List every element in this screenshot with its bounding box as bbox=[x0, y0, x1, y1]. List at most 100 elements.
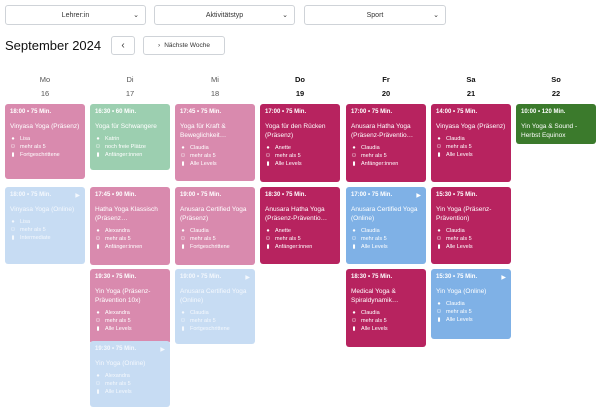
next-week-button[interactable]: › Nächste Woche bbox=[143, 36, 225, 55]
event-meta-text: Katrin bbox=[105, 136, 120, 142]
event-card[interactable]: 19:00 • 75 Min. ▶ Anusara Certified Yoga (… bbox=[175, 269, 255, 344]
event-card[interactable]: 17:45 • 75 Min. Yoga für Kraft & Beweglic… bbox=[175, 104, 255, 181]
person-icon: ● bbox=[437, 228, 441, 234]
event-meta-row: ⚇ mehr als 5 bbox=[436, 308, 506, 316]
day-date: 21 bbox=[466, 89, 476, 98]
event-card[interactable]: 16:30 • 60 Min. Yoga für Schwangere ● Katri… bbox=[90, 104, 170, 170]
event-card[interactable]: 18:00 • 75 Min. Vinyasa Yoga (Präsenz) ● Li… bbox=[5, 104, 85, 179]
event-meta: ● Claudia ⚇ mehr als 5 ▮ Alle Levels bbox=[351, 227, 421, 251]
level-icon: ▮ bbox=[96, 326, 100, 332]
event-meta-row: ⚇ mehr als 5 bbox=[180, 152, 250, 160]
event-meta-text: mehr als 5 bbox=[190, 153, 216, 159]
event-card[interactable]: 18:00 • 75 Min. ▶ Vinyasa Yoga (Online) ● Li… bbox=[5, 187, 85, 264]
event-meta-row: ▮ Intermediate bbox=[10, 234, 80, 242]
day-date: 18 bbox=[210, 89, 220, 98]
event-meta: ● Alexandra ⚇ mehr als 5 ▮ Alle Levels bbox=[95, 372, 165, 396]
event-meta-row: ▮ Anfänger:innen bbox=[95, 151, 165, 159]
event-title: Yin Yoga & Sound - Herbst Equinox bbox=[521, 123, 578, 139]
group-icon: ⚇ bbox=[351, 153, 357, 159]
event-meta-row: ● Claudia bbox=[351, 144, 421, 152]
previous-week-button[interactable]: ‹ bbox=[111, 36, 135, 55]
event-meta-text: Alle Levels bbox=[190, 161, 217, 167]
event-meta-text: Intermediate bbox=[20, 235, 51, 241]
person-icon: ● bbox=[266, 228, 270, 234]
event-title: Anusara Hatha Yoga (Präsenz-Präventio… bbox=[351, 123, 414, 139]
video-camera-icon: ▶ bbox=[501, 275, 506, 281]
group-icon: ⚇ bbox=[95, 318, 101, 324]
event-card[interactable]: 19:30 • 75 Min. Yin Yoga (Präsenz-Prävent… bbox=[90, 269, 170, 344]
level-icon: ▮ bbox=[437, 244, 441, 250]
event-meta-text: mehr als 5 bbox=[446, 144, 472, 150]
event-card[interactable]: 17:45 • 90 Min. Hatha Yoga Klassisch (Prä… bbox=[90, 187, 170, 265]
event-meta-text: Anfänger:innen bbox=[361, 161, 399, 167]
event-meta-text: mehr als 5 bbox=[275, 153, 301, 159]
event-time: 14:00 • 75 Min. bbox=[436, 109, 478, 115]
event-card[interactable]: 19:30 • 75 Min. ▶ Yin Yoga (Online) ● Alexan… bbox=[90, 341, 170, 407]
level-icon: ▮ bbox=[181, 326, 185, 332]
day-name: Fr bbox=[382, 75, 390, 84]
event-time: 15:30 • 75 Min. bbox=[436, 274, 478, 280]
group-icon: ⚇ bbox=[436, 144, 442, 150]
event-card[interactable]: 17:00 • 75 Min. Anusara Hatha Yoga (Präse… bbox=[346, 104, 426, 182]
teacher-filter-select[interactable]: Lehrer:in ⌄ bbox=[5, 5, 146, 25]
event-meta: ● Lisa ⚇ mehr als 5 ▮ Intermediate bbox=[10, 218, 80, 242]
event-card[interactable]: 10:00 • 120 Min. Yin Yoga & Sound - Herbs… bbox=[516, 104, 596, 144]
event-meta-text: Alle Levels bbox=[361, 244, 388, 250]
event-meta-text: Claudia bbox=[190, 228, 209, 234]
level-icon: ▮ bbox=[352, 326, 356, 332]
teacher-filter-label: Lehrer:in bbox=[61, 11, 90, 19]
event-card[interactable]: 15:30 • 75 Min. ▶ Yin Yoga (Online) ● Claudi… bbox=[431, 269, 511, 339]
person-icon: ● bbox=[96, 310, 100, 316]
event-meta-text: mehr als 5 bbox=[190, 236, 216, 242]
event-card[interactable]: 14:00 • 75 Min. Vinyasa Yoga (Präsenz) ● Cl… bbox=[431, 104, 511, 182]
group-icon: ⚇ bbox=[95, 381, 101, 387]
event-meta-text: mehr als 5 bbox=[446, 309, 472, 315]
event-time: 18:30 • 75 Min. bbox=[351, 274, 393, 280]
group-icon: ⚇ bbox=[180, 236, 186, 242]
activity-type-filter-select[interactable]: Aktivitätstyp ⌄ bbox=[154, 5, 295, 25]
event-meta-text: Lisa bbox=[20, 219, 31, 225]
event-meta: ● Claudia ⚇ mehr als 5 ▮ Fortgeschrittene bbox=[180, 309, 250, 333]
person-icon: ● bbox=[352, 145, 356, 151]
event-title: Vinyasa Yoga (Präsenz) bbox=[436, 123, 506, 130]
event-meta-text: Claudia bbox=[361, 310, 380, 316]
event-card[interactable]: 18:30 • 75 Min. Anusara Hatha Yoga (Präse… bbox=[260, 187, 340, 264]
event-meta-text: mehr als 5 bbox=[105, 236, 131, 242]
event-title: Hatha Yoga Klassisch (Präsenz… bbox=[95, 206, 158, 222]
group-icon: ⚇ bbox=[95, 236, 101, 242]
event-meta-row: ⚇ mehr als 5 bbox=[351, 317, 421, 325]
level-icon: ▮ bbox=[96, 244, 100, 250]
day-header-so: So 22 bbox=[516, 75, 596, 98]
sport-filter-select[interactable]: Sport ⌄ bbox=[304, 5, 446, 25]
event-meta-text: Alle Levels bbox=[446, 317, 473, 323]
event-meta-text: Claudia bbox=[190, 310, 209, 316]
event-meta-text: Anfänger:innen bbox=[275, 244, 313, 250]
event-meta-text: Fortgeschrittene bbox=[20, 152, 60, 158]
event-card[interactable]: 18:30 • 75 Min. Medical Yoga & Spiraldyna… bbox=[346, 269, 426, 347]
event-card[interactable]: 15:30 • 75 Min. Yin Yoga (Präsenz-Prävent… bbox=[431, 187, 511, 264]
day-date: 19 bbox=[295, 89, 305, 98]
event-meta-text: mehr als 5 bbox=[361, 236, 387, 242]
event-meta-text: Anfänger:innen bbox=[105, 244, 143, 250]
group-icon: ⚇ bbox=[436, 309, 442, 315]
level-icon: ▮ bbox=[181, 244, 185, 250]
event-meta-row: ⚇ noch freie Plätze bbox=[95, 143, 165, 151]
event-meta-text: Anette bbox=[275, 228, 291, 234]
level-icon: ▮ bbox=[96, 152, 100, 158]
event-meta-text: Fortgeschrittene bbox=[190, 326, 230, 332]
sport-filter-label: Sport bbox=[366, 11, 384, 19]
event-card[interactable]: 19:00 • 75 Min. Anusara Certified Yoga (P… bbox=[175, 187, 255, 265]
event-meta-row: ⚇ mehr als 5 bbox=[10, 143, 80, 151]
event-meta-text: Alle Levels bbox=[275, 161, 302, 167]
event-meta-row: ● Lisa bbox=[10, 218, 80, 226]
level-icon: ▮ bbox=[266, 161, 270, 167]
event-meta-row: ⚇ mehr als 5 bbox=[95, 380, 165, 388]
event-meta-row: ● Alexandra bbox=[95, 309, 165, 317]
event-meta-text: Claudia bbox=[446, 136, 465, 142]
event-card[interactable]: 17:00 • 75 Min. ▶ Anusara Certified Yoga (… bbox=[346, 187, 426, 264]
event-meta-row: ● Alexandra bbox=[95, 372, 165, 380]
event-card[interactable]: 17:00 • 75 Min. Yoga für den Rücken (Präs… bbox=[260, 104, 340, 182]
event-meta: ● Alexandra ⚇ mehr als 5 ▮ Alle Levels bbox=[95, 309, 165, 333]
group-icon: ⚇ bbox=[351, 318, 357, 324]
event-meta-row: ● Claudia bbox=[436, 135, 506, 143]
